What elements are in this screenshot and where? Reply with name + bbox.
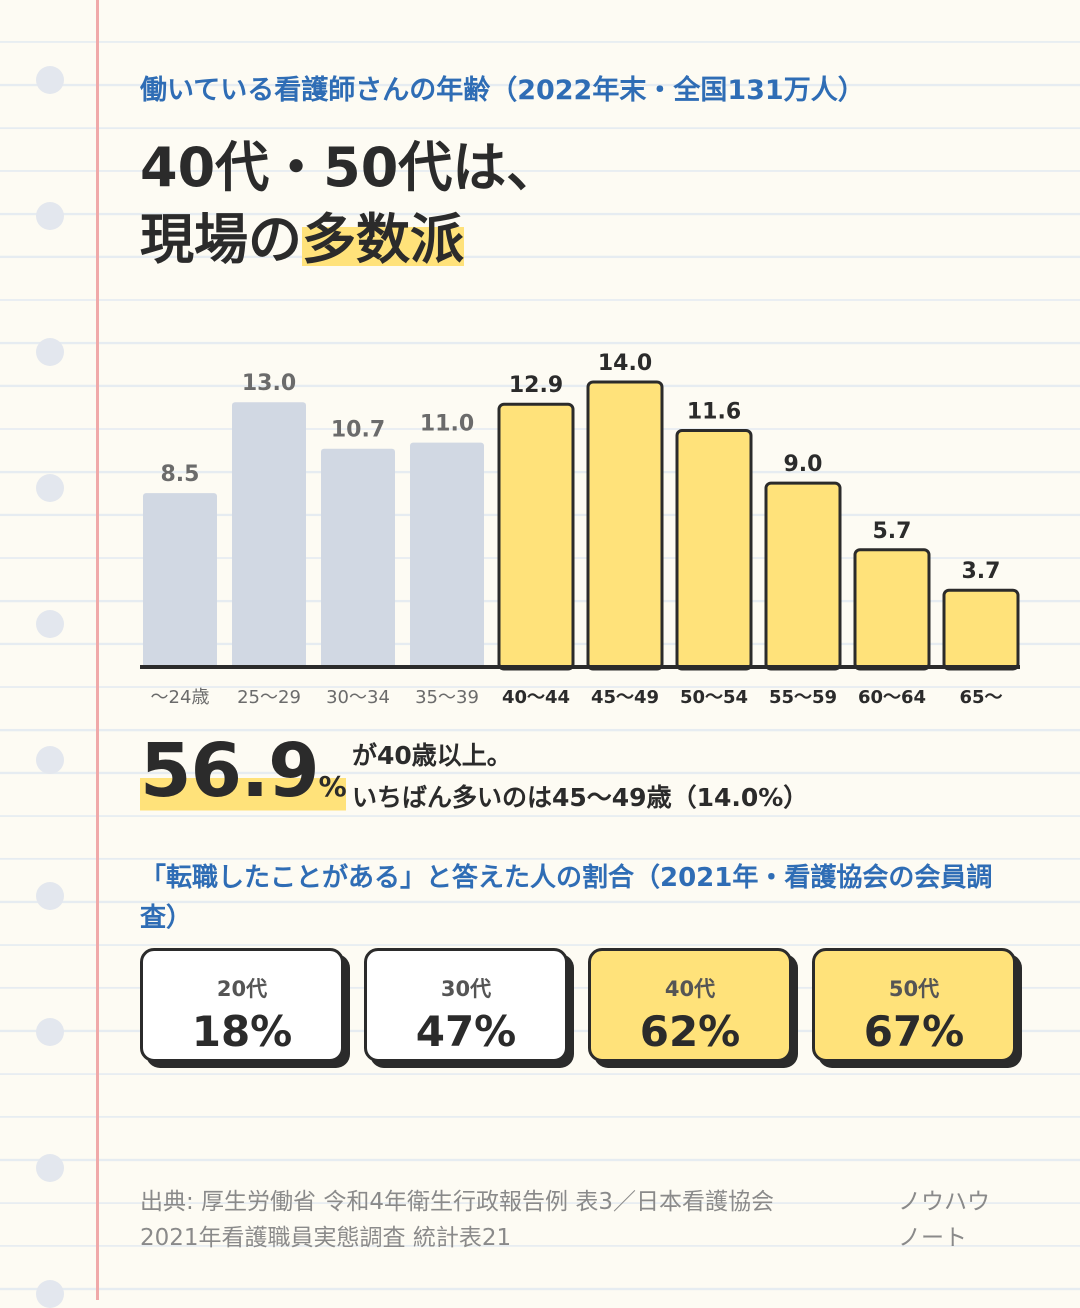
bar-3 (410, 442, 484, 669)
x-tick-label: 45〜49 (591, 687, 659, 708)
bar-4 (497, 402, 575, 671)
binder-hole (36, 882, 64, 910)
card-40s: 40代 62% (588, 948, 792, 1062)
bar-1 (232, 402, 306, 669)
brand-line1: ノウハウ (898, 1189, 990, 1215)
bar-7 (764, 481, 842, 671)
card-value: 62% (639, 1007, 741, 1056)
source-citation: 出典: 厚生労働省 令和4年衛生行政報告例 表3／日本看護協会 2021年看護職… (140, 1184, 774, 1256)
binder-hole (36, 1154, 64, 1182)
x-tick-label: 50〜54 (680, 687, 748, 708)
bar-9 (942, 588, 1020, 671)
stat-number: 56.9 (140, 728, 320, 814)
survey-title: 「転職したことがある」と答えた人の割合（2021年・看護協会の会員調査） (140, 863, 993, 933)
card-label: 20代 (216, 977, 268, 1001)
x-tick-label: 35〜39 (415, 687, 479, 708)
card-label: 50代 (888, 977, 940, 1001)
bar-8 (853, 548, 931, 671)
bar-6 (675, 429, 753, 671)
card-30s: 30代 47% (364, 948, 568, 1062)
bar-5 (586, 380, 664, 671)
x-axis-baseline (140, 665, 1020, 669)
binder-hole (36, 746, 64, 774)
binder-hole (36, 1280, 64, 1308)
bar-value-label: 11.6 (687, 400, 741, 425)
bar-value-label: 10.7 (331, 418, 385, 443)
chart-subtitle: 働いている看護師さんの年齢（2022年末・全国131万人） (140, 75, 865, 106)
x-tick-label: 25〜29 (237, 687, 301, 708)
brand-logo-text: ノウハウ ノート (898, 1184, 990, 1256)
notebook-margin-line (96, 0, 99, 1300)
x-tick-label: 30〜34 (326, 687, 390, 708)
card-label: 30代 (440, 977, 492, 1001)
headline: 40代・50代は、 現場の多数派 (140, 132, 560, 276)
bar-value-label: 12.9 (509, 373, 563, 398)
card-label: 40代 (664, 977, 716, 1001)
bar-0 (143, 493, 217, 669)
card-value: 47% (415, 1007, 517, 1056)
bar-2 (321, 448, 395, 669)
headline-line2-prefix: 現場の (140, 208, 302, 271)
card-value: 67% (863, 1007, 965, 1056)
card-20s: 20代 18% (140, 948, 344, 1062)
age-bar-chart: 8.5 〜24歳 13.0 25〜29 10.7 30〜34 11.0 35〜39 12.9 40… (140, 351, 1020, 708)
binder-hole (36, 338, 64, 366)
headline-line1: 40代・50代は、 (140, 136, 561, 199)
binder-hole (36, 1018, 64, 1046)
x-tick-label: 60〜64 (858, 687, 926, 708)
headline-highlight: 多数派 (302, 208, 464, 271)
stat-value: 56.9% (140, 728, 347, 814)
stat-description: が40歳以上。 いちばん多いのは45〜49歳（14.0%） (352, 735, 808, 819)
stat-block: 56.9% (140, 728, 347, 814)
stat-line1: が40歳以上。 (352, 741, 512, 770)
brand-line2: ノート (898, 1225, 967, 1251)
binder-hole (36, 474, 64, 502)
x-tick-label: 〜24歳 (151, 687, 210, 708)
stat-unit: % (318, 770, 347, 803)
x-tick-label: 40〜44 (502, 687, 570, 708)
bar-value-label: 8.5 (161, 462, 200, 487)
x-tick-label: 55〜59 (769, 687, 837, 708)
source-line2: 2021年看護職員実態調査 統計表21 (140, 1225, 512, 1251)
bar-value-label: 14.0 (598, 351, 652, 376)
bar-value-label: 9.0 (784, 452, 823, 477)
card-value: 18% (191, 1007, 293, 1056)
stat-line2: いちばん多いのは45〜49歳（14.0%） (352, 783, 809, 812)
bar-value-label: 3.7 (962, 559, 1001, 584)
binder-hole (36, 202, 64, 230)
x-tick-label: 65〜 (959, 687, 1002, 708)
headline-line2: 現場の多数派 (140, 204, 560, 276)
bar-value-label: 11.0 (420, 412, 474, 437)
card-50s: 50代 67% (812, 948, 1016, 1062)
binder-hole (36, 66, 64, 94)
bar-value-label: 5.7 (873, 519, 912, 544)
bar-value-label: 13.0 (242, 371, 296, 396)
binder-hole (36, 610, 64, 638)
source-line1: 出典: 厚生労働省 令和4年衛生行政報告例 表3／日本看護協会 (140, 1189, 774, 1215)
